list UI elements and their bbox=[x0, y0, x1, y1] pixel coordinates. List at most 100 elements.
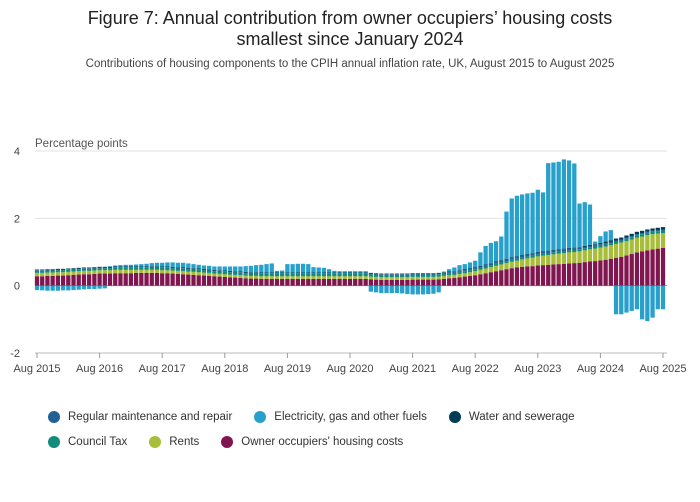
bar-segment bbox=[593, 246, 598, 249]
bar-segment bbox=[347, 271, 353, 273]
legend-item[interactable]: Regular maintenance and repair bbox=[48, 410, 232, 423]
bar-segment bbox=[593, 241, 598, 245]
bar-segment bbox=[441, 278, 447, 286]
legend-item[interactable]: Owner occupiers' housing costs bbox=[221, 435, 403, 448]
bar-segment bbox=[619, 239, 624, 241]
bar-segment bbox=[368, 285, 374, 292]
bar-segment bbox=[113, 273, 118, 286]
bar-segment bbox=[40, 285, 45, 291]
bar-segment bbox=[180, 271, 186, 275]
chart-title-line-1: Figure 7: Annual contribution from owner… bbox=[87, 8, 613, 28]
bar-segment bbox=[634, 231, 640, 235]
bar-segment bbox=[170, 270, 175, 274]
bar-segment bbox=[368, 276, 374, 280]
bar-segment bbox=[253, 275, 259, 279]
bar-segment bbox=[473, 275, 478, 286]
bar-segment bbox=[561, 248, 567, 250]
bar-segment bbox=[160, 267, 165, 271]
bar-segment bbox=[207, 269, 212, 270]
bar-segment bbox=[525, 266, 530, 286]
bar-segment bbox=[295, 273, 300, 277]
chart-title: Figure 7: Annual contribution from owner… bbox=[0, 8, 700, 50]
bar-segment bbox=[342, 278, 347, 286]
x-tick-label: Aug 2019 bbox=[264, 363, 311, 375]
bar-segment bbox=[311, 278, 316, 286]
legend-item[interactable]: Water and sewerage bbox=[448, 410, 575, 423]
bar-segment bbox=[222, 271, 227, 272]
bar-segment bbox=[493, 271, 499, 286]
bar-segment bbox=[227, 274, 233, 278]
bar-segment bbox=[71, 268, 76, 270]
bar-segment bbox=[243, 272, 248, 274]
bar-segment bbox=[655, 285, 660, 310]
bar-segment bbox=[530, 266, 535, 286]
bar-segment bbox=[394, 274, 400, 278]
bar-segment bbox=[514, 256, 520, 258]
bar-segment bbox=[222, 271, 227, 275]
bar-segment bbox=[227, 277, 233, 286]
bar-segment bbox=[123, 269, 128, 274]
bar-segment bbox=[321, 273, 327, 277]
bar-segment bbox=[154, 267, 160, 270]
bar-segment bbox=[405, 274, 410, 278]
bar-segment bbox=[295, 273, 300, 274]
bar-segment bbox=[410, 273, 415, 274]
bar-segment bbox=[76, 274, 81, 286]
bar-segment bbox=[40, 269, 45, 271]
bar-segment bbox=[87, 268, 92, 271]
bar-segment bbox=[509, 258, 514, 260]
bar-segment bbox=[248, 272, 254, 274]
bar-segment bbox=[504, 261, 509, 264]
bar-segment bbox=[71, 269, 76, 272]
bar-segment bbox=[102, 266, 107, 268]
bar-segment bbox=[561, 263, 567, 286]
legend-item[interactable]: Electricity, gas and other fuels bbox=[254, 410, 427, 423]
bar-segment bbox=[394, 285, 400, 294]
bar-segment bbox=[196, 264, 201, 269]
bar-segment bbox=[149, 266, 154, 268]
bar-segment bbox=[358, 276, 363, 279]
bar-segment bbox=[660, 229, 666, 231]
bar-segment bbox=[358, 272, 363, 274]
bar-segment bbox=[212, 269, 217, 271]
bar-segment bbox=[306, 264, 311, 273]
bar-segment bbox=[483, 273, 488, 286]
bar-segment bbox=[316, 278, 321, 286]
bar-segment bbox=[478, 266, 483, 268]
bar-segment bbox=[660, 227, 666, 230]
bar-segment bbox=[598, 247, 603, 261]
bar-segment bbox=[113, 266, 118, 268]
bar-segment bbox=[238, 266, 243, 272]
bar-segment bbox=[196, 269, 201, 273]
bar-segment bbox=[285, 276, 290, 279]
bar-segment bbox=[76, 268, 81, 270]
bar-segment bbox=[311, 267, 316, 273]
bar-segment bbox=[556, 251, 561, 254]
bar-segment bbox=[457, 270, 462, 271]
bar-segment bbox=[619, 237, 624, 240]
bar-segment bbox=[259, 264, 264, 273]
bar-segment bbox=[436, 272, 441, 274]
bar-segment bbox=[400, 274, 405, 275]
legend-item[interactable]: Council Tax bbox=[48, 435, 127, 448]
bar-segment bbox=[373, 279, 379, 286]
bar-segment bbox=[436, 279, 441, 286]
bar-segment bbox=[645, 250, 650, 286]
bar-segment bbox=[128, 266, 134, 268]
bar-segment bbox=[311, 273, 316, 274]
bar-segment bbox=[639, 233, 645, 235]
bar-segment bbox=[577, 247, 582, 250]
bar-segment bbox=[102, 267, 107, 269]
bar-segment bbox=[436, 273, 441, 275]
bar-segment bbox=[504, 269, 509, 286]
bar-segment bbox=[175, 268, 180, 271]
chart-title-line-2: smallest since January 2024 bbox=[236, 29, 464, 49]
bar-segment bbox=[118, 266, 123, 268]
bar-segment bbox=[415, 273, 420, 275]
bar-segment bbox=[462, 269, 467, 271]
bar-segment bbox=[160, 262, 165, 267]
bar-segment bbox=[431, 273, 436, 275]
bar-segment bbox=[473, 271, 478, 276]
legend-item[interactable]: Rents bbox=[149, 435, 199, 448]
legend-row: Regular maintenance and repair Electricit… bbox=[48, 404, 688, 429]
